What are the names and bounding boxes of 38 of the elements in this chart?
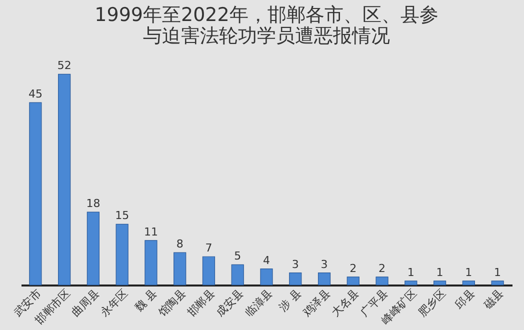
data-label: 18 [86, 197, 100, 210]
bar [404, 280, 418, 286]
bar [376, 276, 388, 286]
bar [491, 280, 504, 286]
data-label: 15 [115, 209, 130, 222]
x-tick-label: 邱县 [452, 286, 478, 312]
bar [144, 240, 158, 286]
data-label: 5 [234, 250, 242, 263]
bar [231, 264, 244, 286]
data-label: 3 [292, 258, 299, 271]
bar [174, 252, 186, 286]
data-label: 11 [144, 225, 158, 238]
data-label: 1 [436, 266, 444, 279]
bar [58, 74, 71, 286]
data-label: 1 [465, 266, 472, 279]
x-tick-label: 磁县 [480, 286, 506, 312]
bar [260, 268, 273, 286]
data-label: 4 [263, 254, 270, 267]
bar [29, 102, 42, 286]
chart-title: 1999年至2022年，邯郸各市、区、县参与迫害法轮功学员遭恶报情况 [94, 4, 438, 48]
data-label: 2 [350, 262, 357, 275]
bar [116, 224, 128, 286]
bar [86, 212, 100, 286]
bar [318, 272, 331, 286]
data-label: 3 [320, 258, 328, 271]
data-label: 7 [205, 242, 212, 255]
data-label: 52 [57, 59, 72, 72]
data-label: 1 [494, 266, 502, 279]
bar [289, 272, 302, 286]
data-label: 1 [407, 266, 414, 279]
bar [462, 280, 475, 286]
data-label: 8 [176, 238, 184, 251]
bar [202, 256, 216, 286]
data-label: 2 [378, 262, 386, 275]
x-tick-label: 肥乡区 [416, 286, 448, 320]
bar [433, 280, 446, 286]
data-label: 45 [28, 88, 42, 101]
bar [346, 276, 360, 286]
